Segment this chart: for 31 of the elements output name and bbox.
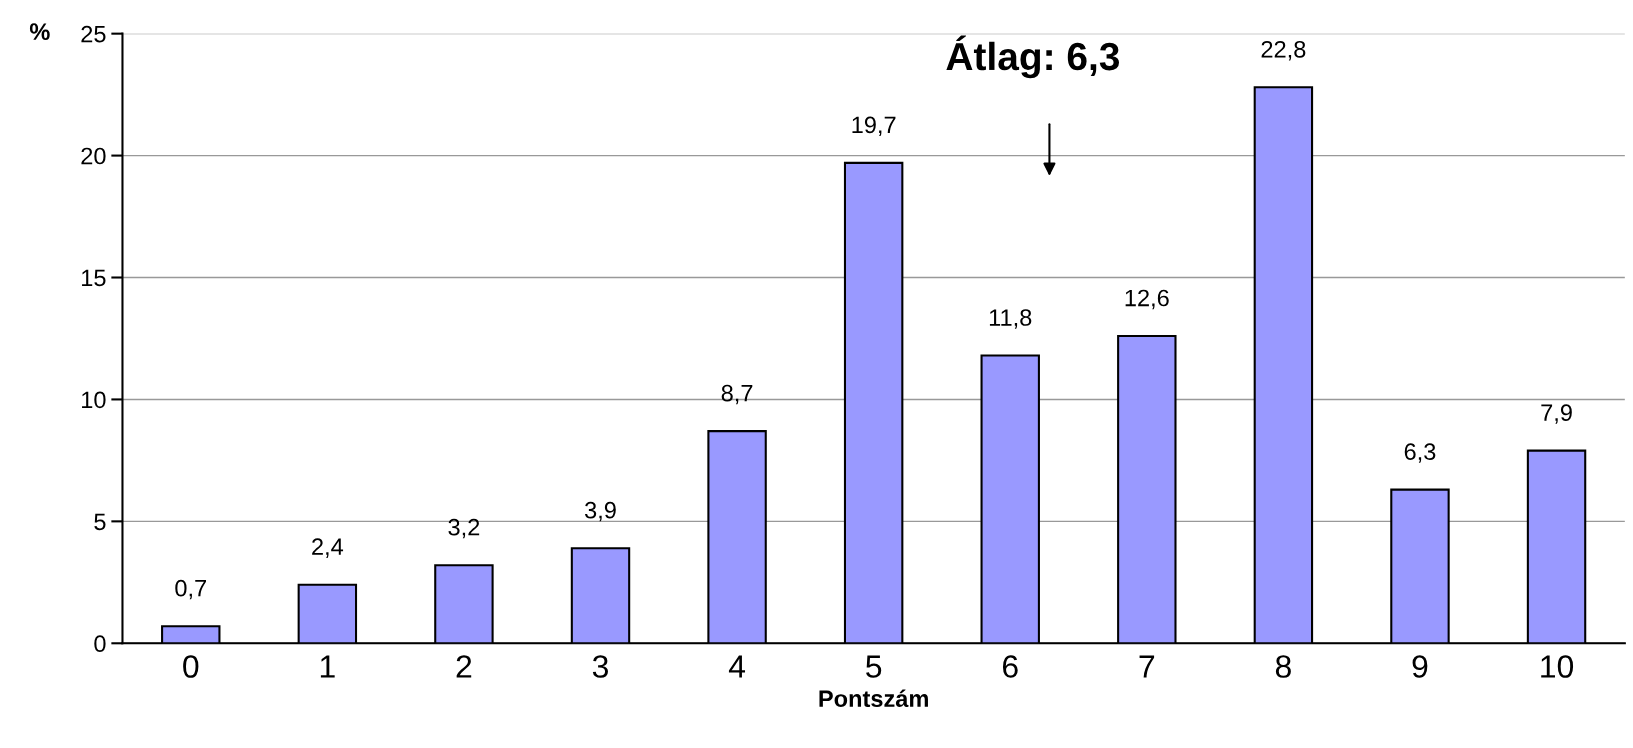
x-axis-title: Pontszám (819, 689, 928, 708)
x-tick-label: 2 (456, 655, 472, 678)
y-tick-label: 15 (82, 269, 106, 287)
x-tick-label: 0 (183, 655, 199, 678)
data-label: 12,6 (1125, 289, 1169, 310)
data-label: 8,7 (721, 384, 753, 405)
y-tick-label: 25 (81, 25, 106, 43)
annotation: Átlag: 6,3 (946, 35, 1120, 79)
data-label: 3,9 (584, 501, 616, 522)
x-tick-label: 9 (1412, 655, 1428, 678)
x-tick-label: 7 (1139, 655, 1155, 678)
x-tick-label: 3 (592, 655, 608, 678)
data-label: 22,8 (1261, 40, 1306, 61)
x-tick-label: 5 (866, 655, 882, 678)
x-tick-label: 6 (1002, 655, 1018, 678)
y-tick-label: 10 (82, 391, 106, 409)
y-tick-label: 5 (94, 513, 106, 531)
data-label: 2,4 (312, 538, 344, 558)
y-tick-label: 0 (94, 635, 106, 653)
x-tick-label: 1 (320, 655, 335, 678)
data-label: 0,7 (175, 579, 206, 600)
x-tick-label: 8 (1275, 655, 1291, 678)
y-tick-label: 20 (81, 147, 106, 165)
data-label: 6,3 (1404, 443, 1436, 463)
data-label: 19,7 (852, 116, 896, 137)
y-axis-title: % (29, 23, 50, 40)
x-tick-label: 10 (1541, 655, 1574, 678)
data-label: 3,2 (448, 518, 480, 539)
x-tick-label: 4 (728, 655, 746, 678)
data-label: 11,8 (989, 309, 1032, 329)
data-label: 7,9 (1541, 404, 1572, 424)
